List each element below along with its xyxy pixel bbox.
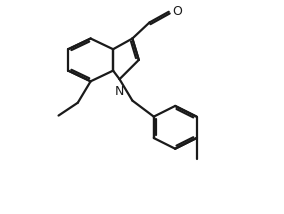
Text: N: N — [115, 85, 124, 98]
Text: O: O — [173, 5, 183, 18]
